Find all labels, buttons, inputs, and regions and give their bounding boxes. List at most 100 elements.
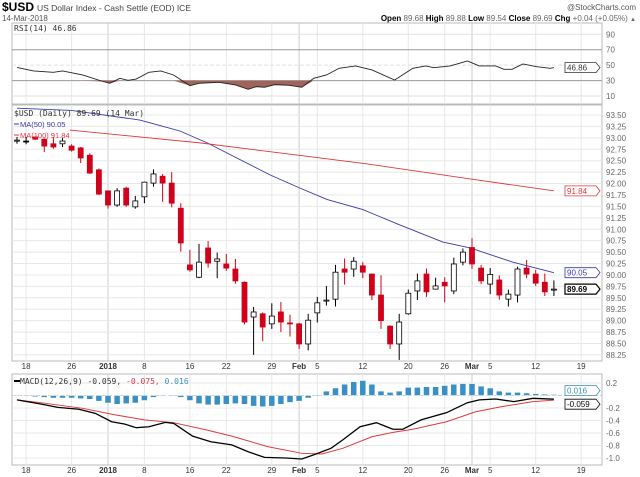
candle-body [305,319,312,345]
candle-body [296,323,303,345]
candle-body [459,251,466,263]
candle-body [123,187,130,206]
date-tick-label: 22 [222,466,231,475]
date-tick-label: 26 [440,362,449,371]
candle [551,280,557,296]
date-tick-label: 26 [67,362,76,371]
candle [496,275,503,300]
price-tick-label: 90.75 [606,237,627,246]
date-tick-label: 16 [185,362,194,371]
macd-histogram-bar [31,395,39,397]
macd-histogram-bar [377,390,385,396]
candle [14,136,20,144]
ma50-line [16,107,555,274]
candle [205,241,212,268]
rsi-panel [11,22,603,105]
macd-histogram-bar [41,395,48,398]
candle [487,268,494,295]
macd-tick-label: -0.2 [606,404,620,413]
candle [305,313,312,351]
candle [387,325,394,349]
candle-body [114,190,120,206]
price-tick-label: 91.50 [606,202,627,211]
macd-histogram-bar [350,381,357,396]
candle [459,248,466,266]
chg-label: Chg [555,14,571,23]
macd-histogram-bar [523,392,530,396]
candle [268,303,275,329]
macd-histogram-bar [423,386,430,396]
macd-tick-label: -0.4 [606,417,620,426]
macd-histogram-bar [486,387,494,396]
macd-histogram-bar [541,394,549,396]
date-tick-label: 29 [267,362,276,371]
candle [132,195,139,209]
value-tag-label: 46.86 [567,64,588,73]
candle-body [378,294,384,322]
macd-histogram-bar [386,392,394,396]
candle-body [405,292,412,315]
candle-body [59,140,66,145]
ma100-line [69,129,554,192]
macd-value: -0.059, [87,377,121,386]
price-tick-label: 89.00 [606,317,627,326]
candle [177,203,184,252]
macd-histogram-bar [332,387,339,396]
chart-date: 14-Mar-2018 [2,14,48,23]
price-tick-label: 93.00 [606,134,627,143]
candle [68,144,75,152]
candle [32,136,39,140]
date-tick-label: 19 [577,466,586,475]
candle [250,306,257,355]
price-tick-label: 91.75 [606,191,627,200]
macd-histogram-bar [159,395,166,397]
candle-body [396,321,403,345]
candle-body [186,264,193,271]
candle-body [232,268,239,282]
macd-tick-label: -1.0 [606,454,620,463]
candle [359,262,366,279]
candle-body [496,279,503,296]
macd-histogram-bar [132,395,139,404]
candle-body [177,207,184,244]
candle [432,277,439,290]
brand-link[interactable]: @StockCharts.com [567,3,636,12]
candle [123,186,130,207]
rsi-tick-label: 10 [606,92,615,101]
price-tick-label: 92.75 [606,145,627,154]
price-tick-label: 88.75 [606,328,627,337]
candle-body [505,293,512,300]
open-label: Open [381,14,402,23]
candle [532,269,539,286]
macd-histogram-bar [314,394,321,396]
candle-body [96,169,102,195]
macd-histogram-bar [295,395,303,402]
rsi-tick-label: 30 [606,77,615,86]
candle-body [159,175,166,184]
candle-body [259,313,266,328]
candle-body [241,281,248,323]
candle-body [541,281,548,293]
candle [186,249,193,272]
candle-body [514,268,521,296]
candle-body [196,261,202,278]
price-tick-label: 90.00 [606,271,627,280]
value-tag-box [564,385,601,396]
date-tick-label: 5 [488,466,493,475]
macd-histogram-bar [477,385,485,396]
value-tag-label: 0.016 [567,387,588,396]
candle-body [387,325,394,345]
ma100-value-tag: 91.84 [564,185,601,197]
candle-body [132,200,139,208]
macd-panel [11,373,603,466]
candle-body [32,136,39,140]
candle [159,173,166,202]
candle [150,169,157,187]
candle-body [141,181,148,198]
rsi-legend: RSI(14) 46.86 [14,24,77,33]
candle [86,153,93,174]
macd-histogram-bar [59,395,66,399]
macd-histogram-bar [95,395,103,402]
macd-histogram-bar [405,387,412,396]
macd-histogram-bar [277,395,285,405]
